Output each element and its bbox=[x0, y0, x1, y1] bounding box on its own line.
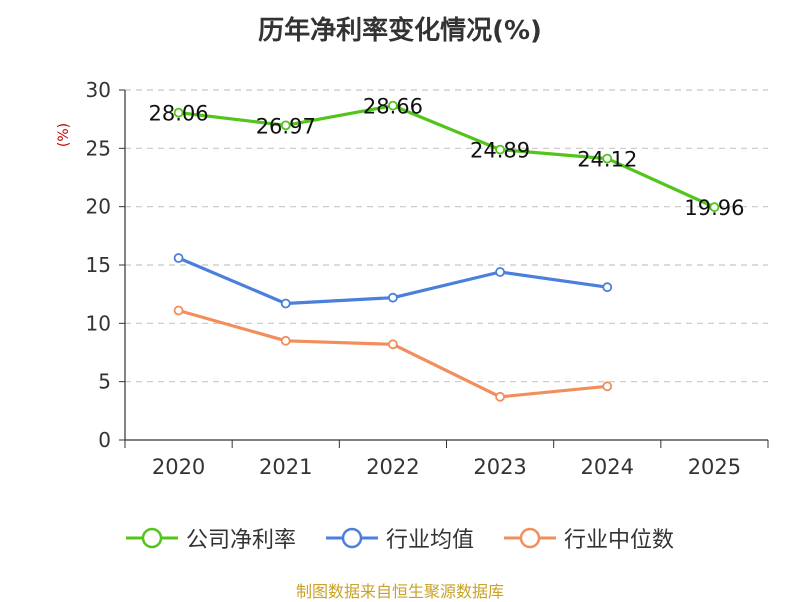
legend-label: 行业均值 bbox=[385, 528, 474, 553]
y-tick-label: 25 bbox=[86, 136, 111, 160]
data-point bbox=[495, 267, 505, 277]
data-label: 19.96 bbox=[684, 196, 744, 220]
y-tick-label: 20 bbox=[86, 195, 111, 219]
x-tick-label: 2020 bbox=[152, 455, 205, 479]
data-point bbox=[388, 339, 398, 350]
legend-item: 行业中位数 bbox=[504, 522, 674, 554]
y-tick-label: 30 bbox=[86, 78, 111, 102]
data-label: 28.06 bbox=[149, 102, 209, 126]
legend-item: 公司净利率 bbox=[125, 522, 296, 554]
y-tick-label: 15 bbox=[86, 253, 111, 277]
data-point bbox=[495, 391, 505, 402]
data-point bbox=[280, 120, 291, 131]
data-label: 28.66 bbox=[363, 95, 423, 119]
data-point bbox=[173, 253, 184, 263]
data-label: 24.89 bbox=[470, 139, 530, 163]
data-point bbox=[280, 335, 291, 346]
data-point bbox=[709, 202, 720, 213]
x-tick-label: 2025 bbox=[688, 455, 741, 479]
x-tick-label: 2023 bbox=[473, 455, 526, 479]
x-tick-label: 2022 bbox=[366, 455, 419, 479]
legend-label: 公司净利率 bbox=[185, 528, 296, 553]
y-tick-label: 0 bbox=[98, 428, 111, 452]
x-tick-label: 2021 bbox=[259, 455, 312, 479]
data-point bbox=[173, 305, 184, 316]
y-tick-label: 5 bbox=[98, 370, 111, 394]
data-point bbox=[602, 282, 613, 293]
data-point bbox=[602, 381, 613, 392]
legend-marker bbox=[504, 527, 556, 549]
data-point bbox=[602, 153, 613, 164]
data-point bbox=[495, 144, 505, 155]
legend-label: 行业中位数 bbox=[564, 528, 675, 553]
y-axis-label: (%) bbox=[56, 122, 73, 148]
legend-item: 行业均值 bbox=[325, 522, 474, 554]
data-label: 26.97 bbox=[256, 114, 316, 138]
data-source-note: 制图数据来自恒生聚源数据库 bbox=[295, 582, 504, 601]
chart-title: 历年净利率变化情况(%) bbox=[258, 16, 542, 46]
series-line-0 bbox=[178, 104, 716, 209]
data-point bbox=[173, 107, 184, 118]
legend-marker bbox=[325, 527, 378, 549]
chart-legend: 公司净利率 行业均值 行业中位数 bbox=[0, 518, 800, 558]
y-tick-label: 10 bbox=[86, 311, 111, 335]
x-tick-label: 2024 bbox=[581, 455, 634, 479]
data-label: 24.12 bbox=[577, 148, 637, 172]
data-point bbox=[388, 100, 398, 111]
data-point bbox=[280, 298, 291, 309]
legend-marker bbox=[125, 527, 178, 549]
data-point bbox=[388, 292, 398, 303]
